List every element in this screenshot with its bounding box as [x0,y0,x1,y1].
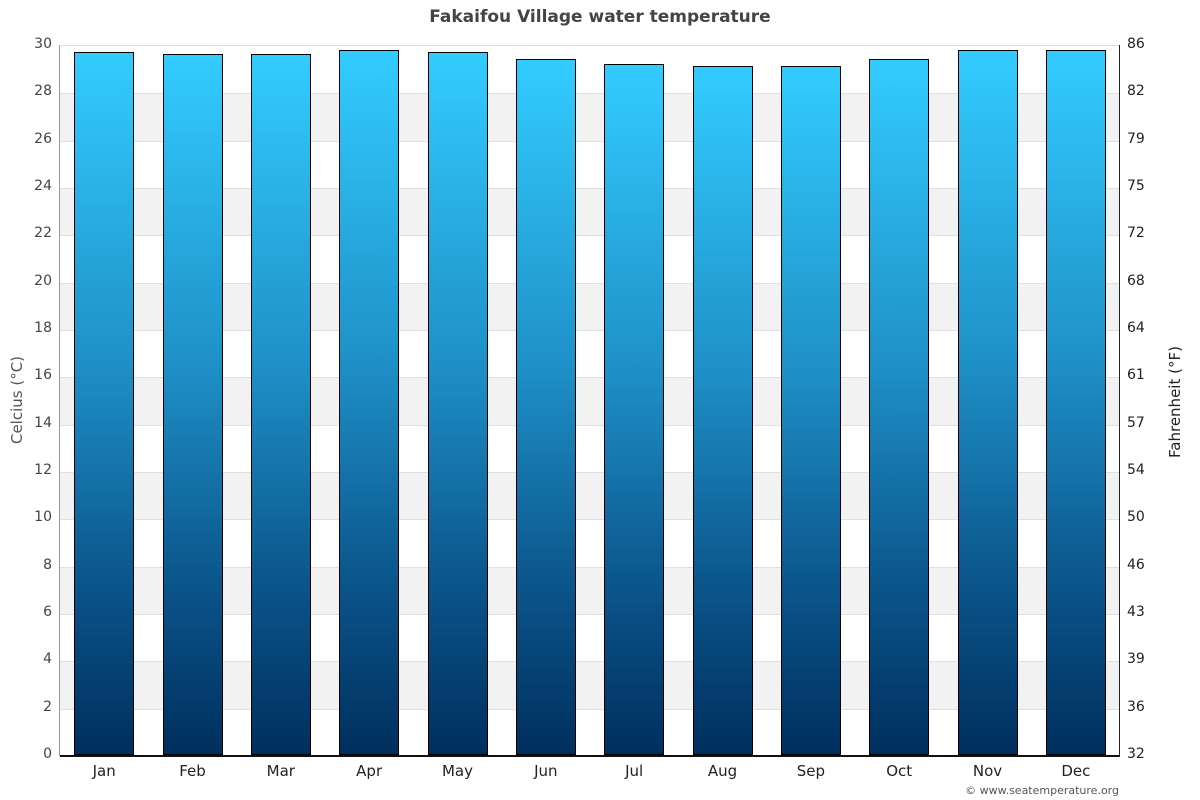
y-right-tick-label: 50 [1127,509,1145,526]
y-tick-label: 14 [34,414,52,431]
bar-may [427,52,488,755]
bar-mar [250,54,311,755]
grid-band [60,566,1120,614]
bar-apr [339,49,400,755]
y-tick-label: 0 [43,746,52,762]
gridline [60,377,1120,379]
y-right-tick-label: 57 [1127,414,1145,431]
bar-dec [1045,49,1106,755]
y-tick-label: 16 [34,367,52,384]
y-right-tick-label: 32 [1127,746,1145,762]
x-tick-label: Nov [972,762,1003,780]
gridline [60,472,1120,473]
grid-band [60,661,1120,709]
bar-oct [869,59,930,755]
right-axis-label: Fahrenheit (°F) [1166,346,1184,458]
gridline [60,566,1120,568]
x-tick-label: Feb [179,762,206,780]
y-tick-label: 8 [43,556,52,573]
x-axis-line [60,755,1120,757]
y-right-tick-label: 75 [1127,178,1145,194]
bar-feb [162,54,223,755]
bar-sep [780,66,841,755]
x-tick-label: May [441,762,473,780]
right-axis-line [1119,45,1120,756]
chart-title: Fakaifou Village water temperature [429,7,771,27]
y-right-tick-label: 43 [1127,604,1145,620]
grid-band [60,282,1120,330]
bar-nov [957,49,1018,755]
y-tick-label: 2 [43,698,52,715]
y-right-tick-label: 46 [1127,556,1145,573]
y-tick-label: 12 [34,462,52,478]
y-tick-label: 10 [34,509,52,526]
grid-band [60,377,1120,425]
bar-jan [74,52,135,755]
y-right-tick-label: 82 [1127,83,1145,100]
gridline [60,614,1120,615]
left-axis-label: Celcius (°C) [8,355,26,445]
gridline [60,330,1120,331]
bar-jul [604,63,665,755]
source-credit: © www.seatemperature.org [965,784,1119,797]
y-tick-label: 18 [34,320,52,336]
y-right-tick-label: 61 [1127,367,1145,384]
x-tick-label: Jun [534,762,558,780]
y-tick-label: 30 [34,36,52,52]
y-tick-label: 28 [34,83,52,100]
gridline [60,708,1120,710]
y-tick-label: 20 [34,272,52,289]
gridline [60,140,1120,142]
y-tick-label: 6 [43,604,52,620]
y-right-tick-label: 72 [1127,225,1145,242]
y-right-tick-label: 36 [1127,698,1145,715]
gridline [60,93,1120,95]
y-right-tick-label: 79 [1127,130,1145,147]
y-right-tick-label: 54 [1127,462,1145,478]
grid-band [60,472,1120,520]
x-tick-label: Jul [625,762,644,780]
x-tick-label: Apr [356,762,383,780]
bar-jun [515,59,576,755]
x-tick-label: Aug [707,762,738,780]
x-tick-label: Jan [92,762,116,780]
y-tick-label: 4 [43,651,52,668]
bar-aug [692,66,753,755]
grid-band [60,188,1120,236]
y-right-tick-label: 86 [1127,36,1145,52]
gridline [60,519,1120,521]
x-tick-label: Sep [796,762,825,780]
plot-area [60,45,1120,755]
y-right-tick-label: 39 [1127,651,1145,668]
gridline [60,188,1120,189]
x-tick-label: Dec [1061,762,1091,780]
gridline [60,424,1120,426]
grid-band [60,93,1120,141]
y-tick-label: 26 [34,130,52,147]
y-right-tick-label: 64 [1127,320,1145,336]
y-tick-label: 24 [34,178,52,194]
left-axis-line [59,45,60,756]
gridline [60,282,1120,284]
y-right-tick-label: 68 [1127,272,1145,289]
x-tick-label: Mar [266,762,295,780]
x-tick-label: Oct [886,762,913,780]
gridline [60,235,1120,237]
y-tick-label: 22 [34,225,52,242]
gridline [60,661,1120,663]
